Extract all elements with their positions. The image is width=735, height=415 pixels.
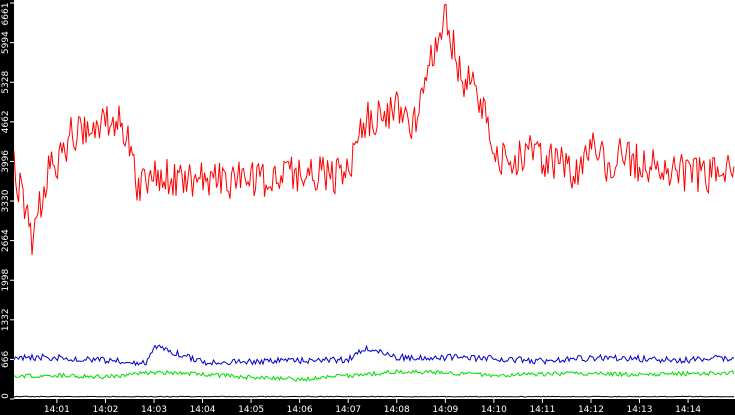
- x-tick-label: 14:02: [92, 405, 118, 415]
- y-tick-label: 4662: [1, 110, 11, 133]
- y-tick-label: 6661: [1, 3, 11, 26]
- x-tick-label: 14:08: [384, 405, 410, 415]
- x-tick-label: 14:05: [238, 405, 264, 415]
- x-tick-label: 14:13: [627, 405, 653, 415]
- y-tick-label: 666: [1, 351, 11, 368]
- x-tick-label: 14:04: [190, 405, 216, 415]
- x-tick-label: 14:09: [432, 405, 458, 415]
- y-tick-label: 5328: [1, 71, 11, 94]
- x-tick-label: 14:01: [44, 405, 70, 415]
- y-tick-label: 2664: [1, 229, 11, 252]
- y-tick-label: 3996: [1, 150, 11, 173]
- x-tick-label: 14:14: [675, 405, 701, 415]
- y-tick-label: 5994: [1, 31, 11, 54]
- y-axis-ticks: 0 666 1332 1998 2664 3330 3996 4662 5328 5994 6661: [1, 2, 14, 400]
- series-line-4: [13, 395, 735, 398]
- series-line-1: [13, 3, 735, 255]
- y-axis-band: [0, 0, 14, 415]
- x-tick-label: 14:03: [141, 405, 167, 415]
- x-tick-label: 14:07: [335, 405, 361, 415]
- series-line-2: [13, 344, 735, 367]
- y-tick-label: 3330: [1, 189, 11, 212]
- x-tick-label: 14:12: [578, 405, 604, 415]
- x-axis-band: [0, 399, 735, 415]
- y-tick-label: 1332: [1, 308, 11, 331]
- series-line-3: [13, 369, 735, 383]
- y-tick-label: 0: [1, 393, 11, 399]
- x-tick-label: 14:11: [529, 405, 555, 415]
- x-axis-ticks: 14:01 14:02 14:03 14:04 14:05 14:06 14:07 14:08…: [44, 399, 701, 415]
- x-tick-label: 14:06: [287, 405, 313, 415]
- x-tick-label: 14:10: [481, 405, 507, 415]
- series-layer: [13, 3, 735, 398]
- y-tick-label: 1998: [1, 268, 11, 291]
